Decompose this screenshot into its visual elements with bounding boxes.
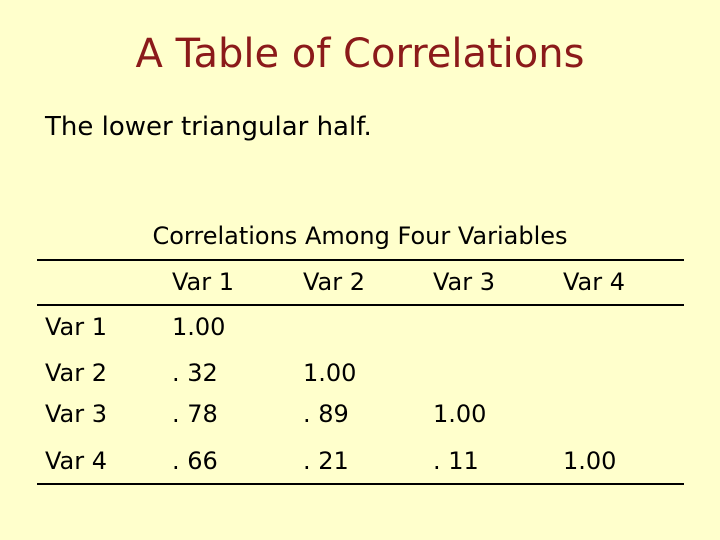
table-cell: 1.00 [303, 359, 357, 387]
column-header: Var 1 [172, 268, 235, 296]
column-header: Var 3 [433, 268, 496, 296]
table-cell: . 21 [303, 447, 349, 475]
row-label: Var 2 [45, 359, 108, 387]
table-rule [37, 259, 684, 261]
table-cell: . 78 [172, 400, 218, 428]
table-cell: . 66 [172, 447, 218, 475]
table-cell: 1.00 [563, 447, 617, 475]
column-header: Var 4 [563, 268, 626, 296]
row-label: Var 4 [45, 447, 108, 475]
row-label: Var 1 [45, 313, 108, 341]
table-caption: Correlations Among Four Variables [152, 222, 568, 250]
title: A Table of Correlations [135, 31, 585, 77]
table-rule [37, 304, 684, 306]
subtitle: The lower triangular half. [45, 112, 372, 142]
column-header: Var 2 [303, 268, 366, 296]
table-rule [37, 483, 684, 485]
row-label: Var 3 [45, 400, 108, 428]
table-cell: . 11 [433, 447, 479, 475]
table-cell: 1.00 [433, 400, 487, 428]
table-cell: 1.00 [172, 313, 226, 341]
table-cell: . 32 [172, 359, 218, 387]
table-cell: . 89 [303, 400, 349, 428]
